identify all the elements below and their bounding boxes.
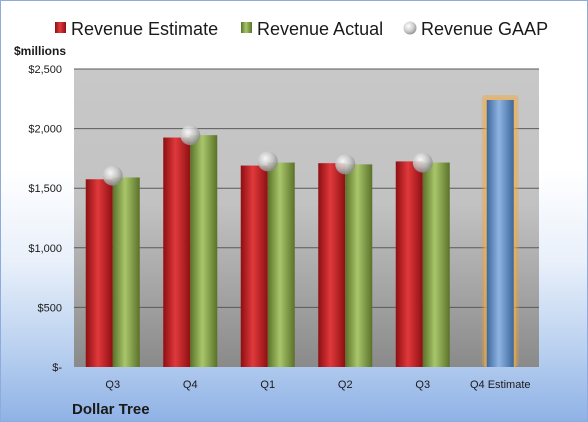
- bar-revenue-estimate: [85, 179, 113, 367]
- y-tick-label: $2,000: [28, 124, 62, 136]
- marker-revenue-gaap: [335, 154, 356, 175]
- marker-revenue-gaap: [102, 165, 123, 186]
- bar-revenue-actual: [422, 162, 450, 367]
- x-tick-label: Q3: [105, 379, 120, 391]
- unit-label: $millions: [14, 44, 66, 58]
- legend-label-revenue-gaap: Revenue GAAP: [421, 19, 548, 39]
- bar-revenue-estimate: [240, 165, 268, 367]
- marker-revenue-gaap: [257, 151, 278, 172]
- legend-swatch-revenue-estimate: [55, 22, 66, 33]
- gaap-markers: [102, 125, 433, 186]
- x-tick-label: Q1: [260, 379, 275, 391]
- legend: Revenue Estimate Revenue Actual Revenue …: [55, 19, 548, 39]
- plot-area: [74, 69, 539, 367]
- gridlines: [74, 68, 539, 308]
- x-tick-label: Q3: [415, 379, 430, 391]
- legend-swatch-revenue-actual: [241, 22, 252, 33]
- bar-revenue-estimate: [395, 161, 423, 367]
- y-tick-label: $1,500: [28, 183, 62, 195]
- y-axis: $- $500 $1,000 $1,500 $2,000 $2,500: [28, 64, 62, 374]
- marker-revenue-gaap: [180, 125, 201, 146]
- y-tick-label: $500: [38, 302, 62, 314]
- bar-revenue-actual: [345, 164, 373, 367]
- y-tick-label: $2,500: [28, 64, 62, 76]
- company-name: Dollar Tree: [72, 401, 150, 418]
- x-axis: Q3 Q4 Q1 Q2 Q3 Q4 Estimate: [105, 379, 530, 391]
- legend-item-revenue-estimate: Revenue Estimate: [55, 19, 218, 39]
- legend-item-revenue-actual: Revenue Actual: [241, 19, 383, 39]
- bar-revenue-estimate: [318, 163, 346, 367]
- x-tick-label: Q2: [338, 379, 353, 391]
- bar-revenue-actual: [112, 177, 140, 367]
- bars: [85, 94, 519, 367]
- bar-q4-estimate: [486, 99, 514, 367]
- bar-revenue-actual: [190, 135, 218, 367]
- legend-label-revenue-estimate: Revenue Estimate: [71, 19, 218, 39]
- y-tick-label: $-: [52, 362, 62, 374]
- x-tick-label: Q4: [183, 379, 198, 391]
- x-tick-label: Q4 Estimate: [470, 379, 531, 391]
- bar-revenue-actual: [267, 162, 295, 367]
- legend-swatch-revenue-gaap: [403, 21, 417, 35]
- y-tick-label: $1,000: [28, 243, 62, 255]
- legend-label-revenue-actual: Revenue Actual: [257, 19, 383, 39]
- legend-item-revenue-gaap: Revenue GAAP: [403, 19, 548, 39]
- marker-revenue-gaap: [412, 152, 433, 173]
- bar-revenue-estimate: [163, 137, 191, 367]
